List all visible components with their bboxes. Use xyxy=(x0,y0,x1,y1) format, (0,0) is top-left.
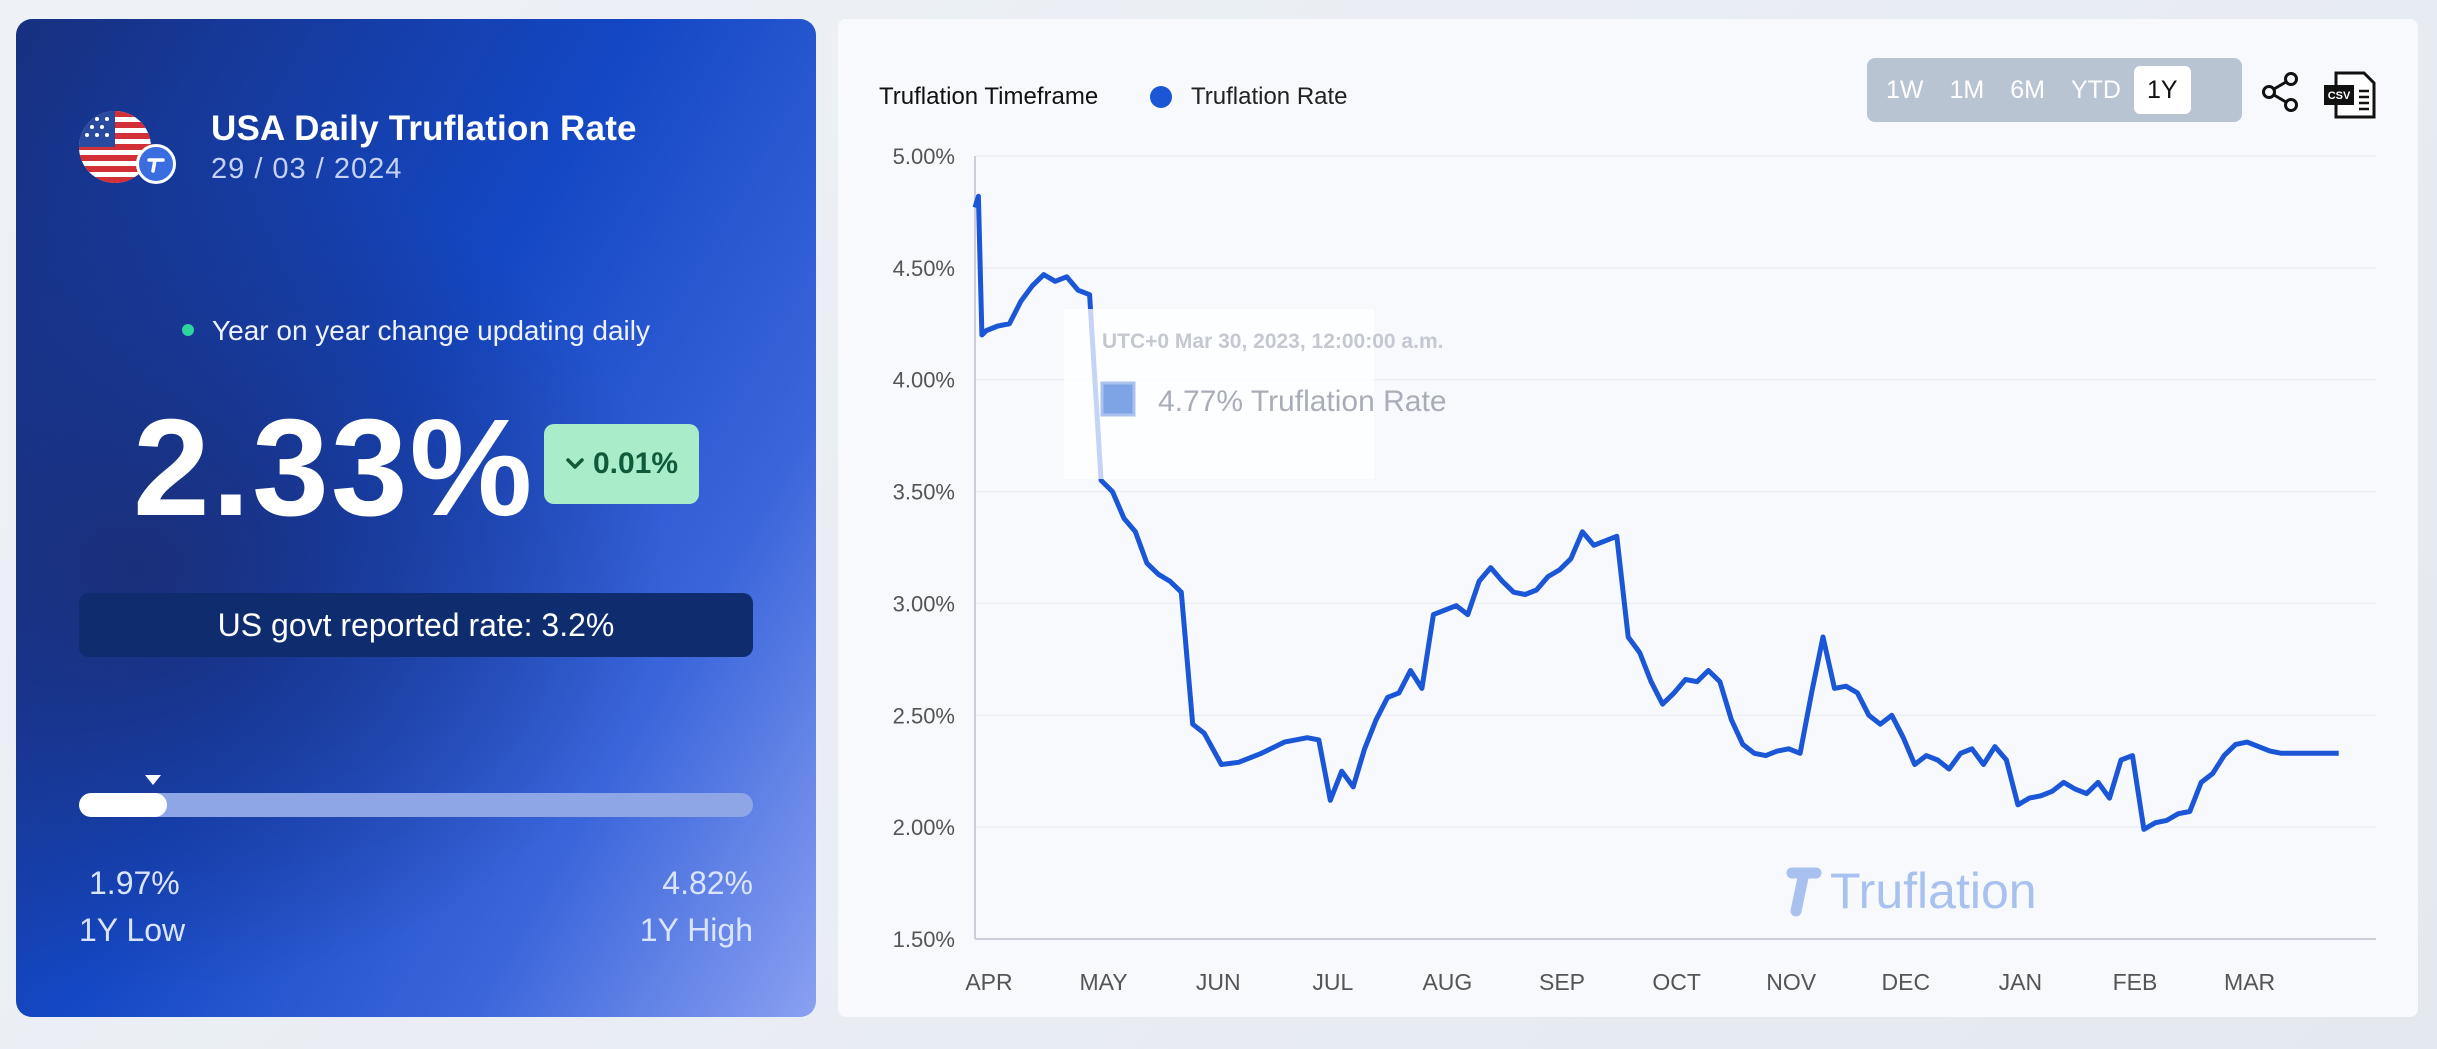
watermark: Truflation xyxy=(1786,863,2037,919)
csv-download-icon[interactable]: CSV xyxy=(2322,71,2376,119)
y-tick-label: 4.50% xyxy=(893,256,955,281)
y-tick-label: 4.00% xyxy=(893,368,955,393)
range-bar xyxy=(79,793,753,817)
range-high-label: 1Y High xyxy=(639,912,753,948)
card-title: USA Daily Truflation Rate xyxy=(211,109,637,148)
current-rate: 2.33% xyxy=(133,391,535,545)
watermark-text: Truflation xyxy=(1830,863,2037,919)
legend-series-dot[interactable] xyxy=(1150,86,1172,108)
y-tick-label: 3.00% xyxy=(893,591,955,616)
range-low-label: 1Y Low xyxy=(79,912,186,948)
yoy-status: Year on year change updating daily xyxy=(16,315,816,347)
range-bar-fill xyxy=(79,793,167,817)
x-tick-label: APR xyxy=(965,969,1012,995)
change-badge: 0.01% xyxy=(544,424,699,504)
tooltip-date: UTC+0 Mar 30, 2023, 12:00:00 a.m. xyxy=(1102,330,1443,353)
tooltip-value: 4.77% Truflation Rate xyxy=(1158,385,1447,418)
x-tick-label: OCT xyxy=(1652,969,1701,995)
x-tick-label: NOV xyxy=(1766,969,1817,995)
timeframe-6m-button[interactable]: 6M xyxy=(2010,75,2045,104)
live-dot-icon xyxy=(182,323,195,336)
chart-card: Truflation Timeframe Truflation Rate 1W … xyxy=(838,19,2418,1017)
x-tick-label: SEP xyxy=(1539,969,1585,995)
timeframe-1y-button[interactable]: 1Y xyxy=(2133,66,2191,114)
x-tick-label: FEB xyxy=(2113,969,2158,995)
summary-card: USA Daily Truflation Rate 29 / 03 / 2024… xyxy=(16,19,816,1017)
y-tick-label: 2.00% xyxy=(893,815,955,840)
x-tick-label: DEC xyxy=(1882,969,1931,995)
truflation-rate-series-line xyxy=(972,193,2339,832)
timeframe-selector: 1W 1M 6M YTD 1Y xyxy=(1867,58,2242,122)
tooltip: UTC+0 Mar 30, 2023, 12:00:00 a.m. 4.77% … xyxy=(1064,309,1447,479)
truflation-watermark-icon xyxy=(1786,867,1822,917)
line-chart[interactable]: 1.50% 2.00% 2.50% 3.00% 3.50% 4.00% 4.50% 5.00%… xyxy=(838,19,2418,1017)
y-tick-label: 5.00% xyxy=(893,144,955,169)
y-tick-label: 2.50% xyxy=(893,703,955,728)
x-tick-label: JUN xyxy=(1196,969,1241,995)
y-axis-ticks: 1.50% 2.00% 2.50% 3.00% 3.50% 4.00% 4.50% 5.00% xyxy=(893,144,955,952)
x-tick-label: JAN xyxy=(1999,969,2042,995)
timeframe-1w-button[interactable]: 1W xyxy=(1886,75,1924,104)
timeframe-ytd-button[interactable]: YTD xyxy=(2070,75,2121,104)
yoy-text: Year on year change updating daily xyxy=(212,315,650,346)
x-tick-label: AUG xyxy=(1422,969,1472,995)
y-tick-label: 3.50% xyxy=(893,480,955,505)
gov-rate-banner: US govt reported rate: 3.2% xyxy=(79,593,753,657)
change-value: 0.01% xyxy=(592,447,679,480)
y-tick-label: 1.50% xyxy=(893,927,955,952)
truflation-logo-icon xyxy=(136,144,176,184)
legend-series-label[interactable]: Truflation Rate xyxy=(1191,83,1348,110)
range-low-value: 1.97% xyxy=(89,865,180,901)
x-tick-label: MAR xyxy=(2224,969,2275,995)
tooltip-swatch xyxy=(1100,381,1136,417)
csv-icon-text: CSV xyxy=(2328,90,2351,102)
legend-title: Truflation Timeframe xyxy=(879,83,1099,110)
range-marker-icon xyxy=(145,775,162,785)
timeframe-1m-button[interactable]: 1M xyxy=(1949,75,1985,104)
chart-grid xyxy=(974,155,2376,940)
share-icon[interactable] xyxy=(2260,71,2302,113)
card-date: 29 / 03 / 2024 xyxy=(211,153,403,185)
x-tick-label: MAY xyxy=(1080,969,1128,995)
chevron-down-icon xyxy=(566,458,584,469)
x-tick-label: JUL xyxy=(1312,969,1353,995)
range-high-value: 4.82% xyxy=(662,865,753,901)
x-axis-ticks: APR MAY JUN JUL AUG SEP OCT NOV DEC JAN FEB MAR xyxy=(965,969,2275,995)
